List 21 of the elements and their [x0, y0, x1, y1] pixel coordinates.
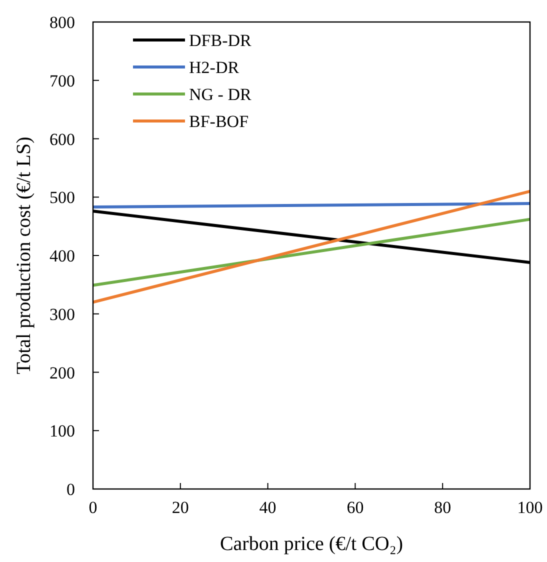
x-tick-label: 100: [517, 498, 543, 517]
y-tick-label: 500: [50, 188, 75, 208]
legend-label: H2-DR: [189, 58, 240, 77]
legend-label: DFB-DR: [189, 31, 252, 50]
legend-label: BF-BOF: [189, 112, 249, 131]
x-tick-label: 20: [172, 498, 189, 517]
legend-label: NG - DR: [189, 85, 252, 104]
x-axis-title: Carbon price (€/t CO₂): [220, 533, 404, 555]
y-tick-label: 800: [50, 13, 75, 32]
y-tick-label: 600: [50, 130, 75, 149]
y-tick-label: 300: [50, 304, 75, 324]
x-tick-label: 60: [346, 498, 364, 517]
y-axis-title: Total production cost (€/t LS): [13, 136, 35, 374]
y-tick-label: 700: [50, 71, 75, 90]
y-tick-label: 400: [50, 246, 75, 266]
x-tick-label: 80: [434, 498, 452, 517]
x-tick-label: 0: [88, 498, 98, 517]
x-tick-label: 40: [259, 498, 276, 517]
y-tick-label: 0: [66, 480, 75, 499]
y-tick-label: 200: [50, 363, 75, 382]
y-tick-label: 100: [50, 422, 75, 441]
